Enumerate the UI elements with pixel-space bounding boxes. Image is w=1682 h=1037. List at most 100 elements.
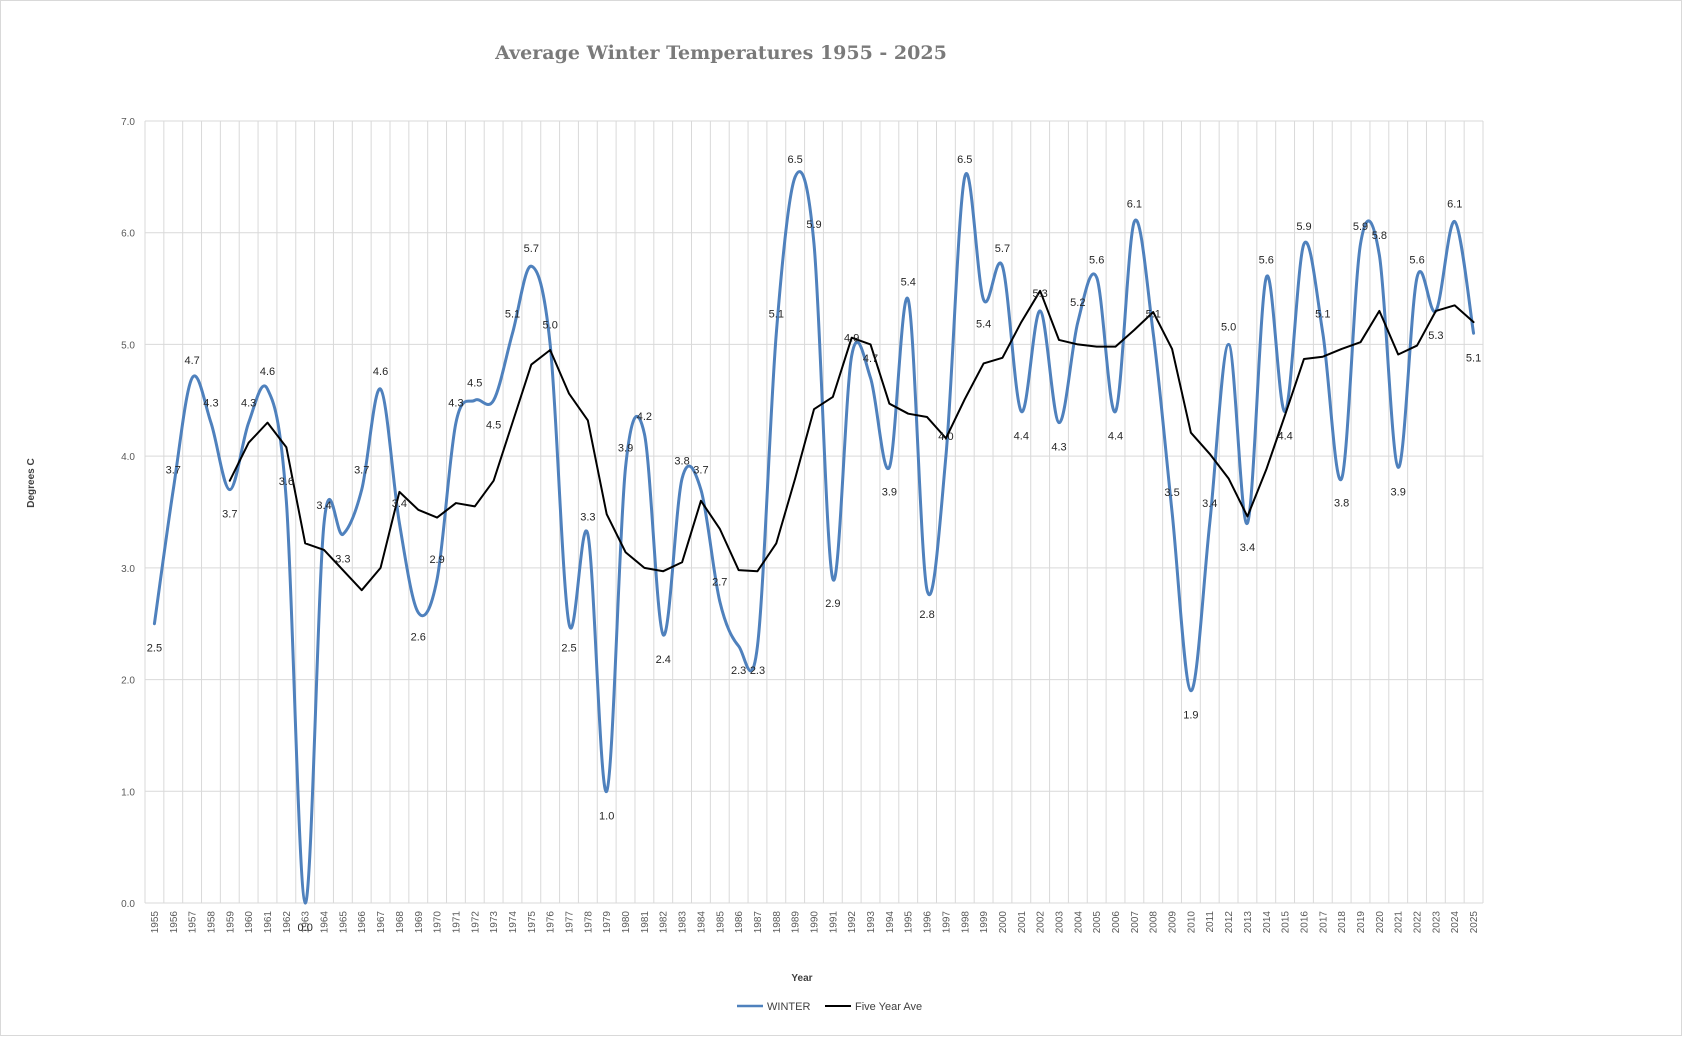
data-point-five-year-ave bbox=[1416, 344, 1419, 347]
data-point-five-year-ave bbox=[1434, 309, 1437, 312]
x-tick-label: 1980 bbox=[621, 911, 632, 934]
data-label: 5.2 bbox=[1070, 297, 1085, 309]
y-tick-label: 6.0 bbox=[121, 229, 135, 240]
data-label: 3.3 bbox=[580, 511, 595, 523]
data-point-winter bbox=[982, 298, 985, 301]
data-point-winter bbox=[1397, 466, 1400, 469]
x-tick-label: 2025 bbox=[1469, 911, 1480, 934]
data-label: 2.5 bbox=[561, 643, 576, 655]
x-tick-label: 1963 bbox=[301, 911, 312, 934]
data-point-winter bbox=[153, 622, 156, 625]
x-tick-label: 2008 bbox=[1149, 911, 1160, 934]
data-point-five-year-ave bbox=[549, 349, 552, 352]
legend: WINTER Five Year Ave bbox=[737, 1001, 922, 1013]
data-label: 3.4 bbox=[1240, 542, 1255, 554]
data-point-winter bbox=[266, 388, 269, 391]
y-axis-ticks: 0.0 1.0 2.0 3.0 4.0 5.0 6.0 7.0 bbox=[121, 117, 135, 910]
data-point-five-year-ave bbox=[624, 551, 627, 554]
data-point-winter bbox=[831, 578, 834, 581]
data-point-five-year-ave bbox=[1020, 321, 1023, 324]
data-point-winter bbox=[624, 466, 627, 469]
data-label: 2.3 bbox=[750, 665, 765, 677]
data-point-winter bbox=[869, 376, 872, 379]
legend-label-five-year-ave: Five Year Ave bbox=[855, 1001, 922, 1013]
data-label: 3.4 bbox=[316, 500, 331, 512]
data-label: 5.7 bbox=[995, 243, 1010, 255]
data-label: 3.5 bbox=[1164, 487, 1179, 499]
data-point-winter bbox=[1378, 254, 1381, 257]
data-point-winter bbox=[1246, 522, 1249, 525]
y-tick-label: 7.0 bbox=[121, 117, 135, 128]
data-point-five-year-ave bbox=[926, 416, 929, 419]
x-tick-label: 1962 bbox=[282, 911, 293, 934]
data-point-five-year-ave bbox=[643, 566, 646, 569]
data-point-five-year-ave bbox=[417, 508, 420, 511]
y-tick-label: 5.0 bbox=[121, 340, 135, 351]
x-tick-label: 1994 bbox=[885, 911, 896, 934]
data-label: 4.0 bbox=[938, 431, 953, 443]
data-point-five-year-ave bbox=[1171, 347, 1174, 350]
data-label: 5.0 bbox=[1221, 321, 1236, 333]
data-point-winter bbox=[737, 645, 740, 648]
y-tick-label: 0.0 bbox=[121, 899, 135, 910]
data-point-winter bbox=[794, 175, 797, 178]
x-tick-label: 1974 bbox=[508, 911, 519, 934]
data-point-five-year-ave bbox=[1189, 431, 1192, 434]
x-tick-label: 1977 bbox=[565, 911, 576, 934]
data-point-winter bbox=[926, 589, 929, 592]
data-point-winter bbox=[605, 790, 608, 793]
data-label: 5.1 bbox=[1466, 352, 1481, 364]
data-point-winter bbox=[454, 421, 457, 424]
data-point-winter bbox=[549, 343, 552, 346]
data-point-winter bbox=[1152, 332, 1155, 335]
data-point-five-year-ave bbox=[1284, 413, 1287, 416]
y-tick-label: 3.0 bbox=[121, 564, 135, 575]
x-tick-label: 2000 bbox=[998, 911, 1009, 934]
x-tick-label: 2022 bbox=[1413, 911, 1424, 934]
x-tick-label: 1965 bbox=[338, 911, 349, 934]
data-point-winter bbox=[285, 499, 288, 502]
data-point-winter bbox=[530, 265, 533, 268]
data-point-winter bbox=[1321, 332, 1324, 335]
data-point-winter bbox=[1208, 522, 1211, 525]
data-label: 5.4 bbox=[976, 319, 991, 331]
data-label: 3.7 bbox=[166, 465, 181, 477]
data-label: 2.3 bbox=[731, 665, 746, 677]
data-point-five-year-ave bbox=[398, 490, 401, 493]
data-point-five-year-ave bbox=[907, 412, 910, 415]
data-point-five-year-ave bbox=[775, 542, 778, 545]
x-tick-label: 1989 bbox=[791, 911, 802, 934]
data-point-five-year-ave bbox=[360, 589, 363, 592]
x-tick-label: 1966 bbox=[357, 911, 368, 934]
x-tick-label: 1970 bbox=[433, 911, 444, 934]
x-tick-label: 2023 bbox=[1431, 911, 1442, 934]
data-point-five-year-ave bbox=[266, 421, 269, 424]
x-tick-label: 2024 bbox=[1450, 911, 1461, 934]
data-label: 1.0 bbox=[599, 810, 614, 822]
data-point-five-year-ave bbox=[605, 513, 608, 516]
data-label: 2.8 bbox=[919, 609, 934, 621]
data-point-winter bbox=[850, 354, 853, 357]
data-point-winter bbox=[1302, 242, 1305, 245]
data-point-winter bbox=[436, 578, 439, 581]
data-point-winter bbox=[323, 522, 326, 525]
x-tick-label: 1960 bbox=[244, 911, 255, 934]
data-label: 4.9 bbox=[844, 333, 859, 345]
data-label: 5.1 bbox=[1146, 308, 1161, 320]
data-label: 4.6 bbox=[373, 366, 388, 378]
x-tick-label: 2004 bbox=[1073, 911, 1084, 934]
data-point-five-year-ave bbox=[737, 569, 740, 572]
data-label: 3.3 bbox=[335, 553, 350, 565]
data-point-winter bbox=[1039, 309, 1042, 312]
data-point-five-year-ave bbox=[492, 479, 495, 482]
data-point-five-year-ave bbox=[473, 505, 476, 508]
data-point-five-year-ave bbox=[1340, 347, 1343, 350]
data-label: 5.9 bbox=[1353, 221, 1368, 233]
data-point-winter bbox=[492, 399, 495, 402]
data-point-five-year-ave bbox=[379, 566, 382, 569]
data-label: 3.6 bbox=[279, 476, 294, 488]
data-label: 5.1 bbox=[1315, 308, 1330, 320]
data-point-winter bbox=[643, 432, 646, 435]
data-point-winter bbox=[1472, 332, 1475, 335]
data-point-winter bbox=[907, 298, 910, 301]
